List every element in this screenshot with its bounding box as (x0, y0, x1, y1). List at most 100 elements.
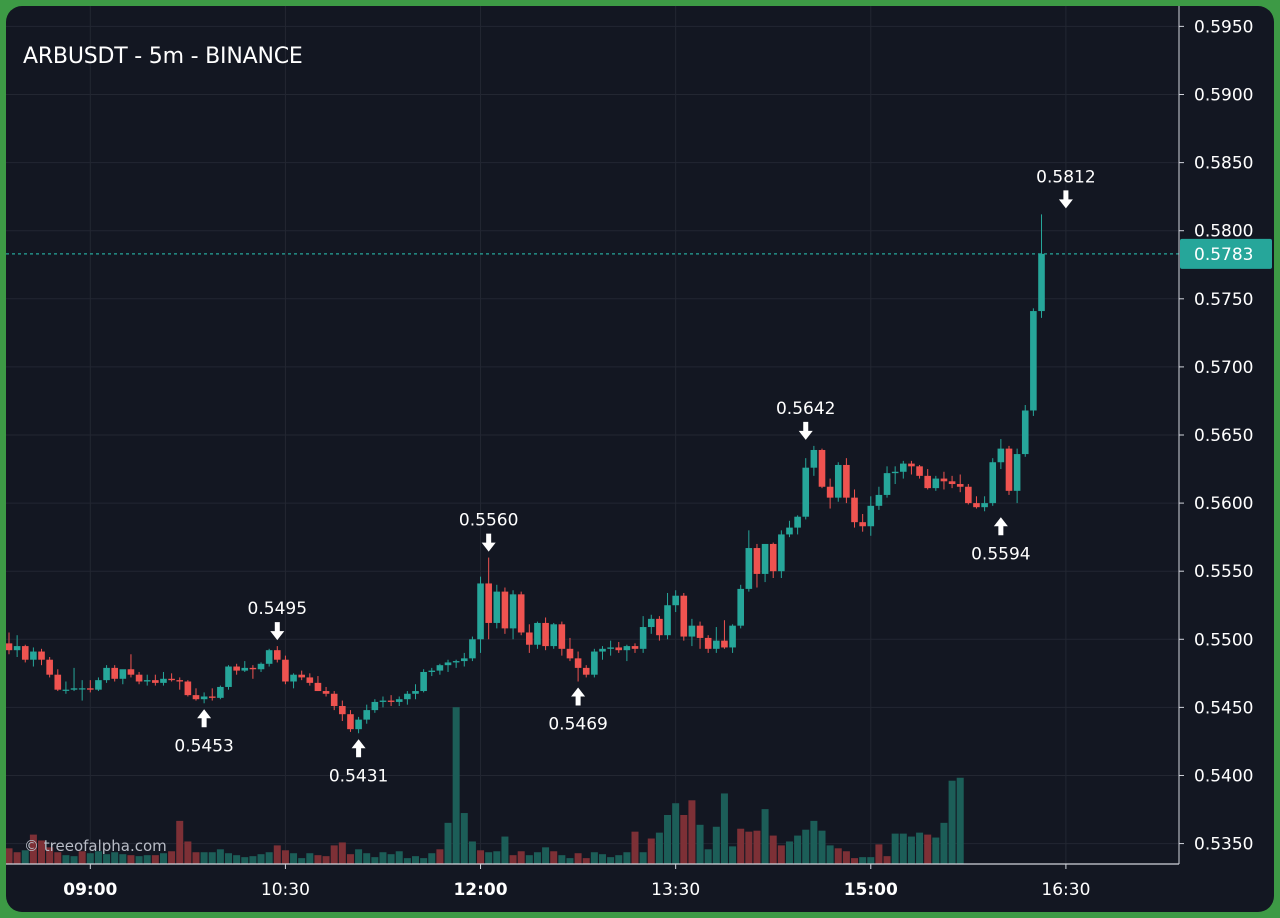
candle-body (810, 449, 818, 468)
candle-body (566, 648, 574, 659)
volume-bar (38, 840, 46, 864)
candle-body (965, 486, 972, 504)
candle-body (208, 696, 216, 698)
candle-body (436, 665, 444, 671)
low-price-label: 0.5469 (548, 715, 607, 735)
volume-bar (13, 852, 21, 864)
volume-bar (412, 856, 419, 864)
volume-bar (62, 855, 70, 864)
candle-body (152, 680, 159, 683)
volume-bar (916, 832, 924, 864)
candle-body (509, 594, 517, 629)
volume-bar (216, 849, 224, 864)
volume-bar (460, 813, 468, 864)
candle-body (21, 646, 29, 660)
candle-body (908, 463, 915, 467)
volume-bar (607, 857, 615, 864)
volume-bar (468, 841, 476, 864)
volume-bar (485, 852, 493, 864)
candle-body (891, 471, 899, 474)
candle-body (339, 706, 346, 715)
candle-body (54, 674, 62, 690)
candle-body (680, 595, 688, 637)
candle-body (737, 588, 744, 626)
candle-body (493, 591, 501, 623)
volume-bar (168, 851, 176, 864)
candle-body (558, 624, 566, 649)
candle-body (314, 682, 322, 692)
y-tick-label: 0.5450 (1194, 698, 1253, 718)
volume-bar (517, 851, 525, 864)
volume-bar (664, 815, 672, 864)
arrow-down-icon (798, 421, 813, 440)
candle-body (721, 640, 728, 648)
candle-body (818, 449, 826, 487)
candle-body (786, 527, 793, 535)
candle-body (615, 647, 623, 651)
volume-bar (615, 855, 623, 864)
candle-body (412, 691, 419, 694)
candle-body (119, 669, 127, 679)
candle-body (1021, 410, 1029, 455)
candle-body (745, 548, 753, 589)
candle-body (900, 463, 907, 472)
candle-body (688, 625, 696, 637)
arrow-up-icon (197, 709, 212, 728)
volume-bar (509, 855, 517, 864)
volume-bar (720, 793, 728, 864)
y-tick-label: 0.5850 (1194, 154, 1253, 174)
candle-body (70, 688, 78, 690)
candle-body (38, 651, 45, 660)
candle-body (404, 693, 411, 700)
candle-body (778, 534, 785, 572)
volume-bar (761, 809, 769, 864)
candle-body (460, 658, 468, 662)
volume-bar (395, 851, 403, 864)
candle-body (273, 650, 281, 660)
candle-body (13, 646, 21, 651)
low-price-label: 0.5431 (329, 766, 388, 786)
watermark: © treeofalpha.com (24, 837, 167, 855)
volume-bar (867, 857, 875, 864)
candle-body (1005, 448, 1013, 491)
candle-body (78, 688, 86, 690)
candle-body (761, 543, 769, 574)
candle-body (452, 661, 460, 663)
candle-body (420, 671, 427, 692)
arrow-up-icon (571, 687, 586, 706)
volume-bar (737, 828, 745, 864)
y-tick-label: 0.5600 (1194, 494, 1253, 514)
candle-body (631, 646, 639, 649)
candle-body (574, 658, 582, 668)
candle-body (672, 595, 679, 606)
candle-body (875, 494, 883, 506)
candle-body (843, 464, 850, 498)
volume-bar (582, 858, 590, 864)
chart-title: ARBUSDT - 5m - BINANCE (23, 44, 303, 69)
candle-body (924, 475, 931, 489)
candle-body (859, 522, 866, 527)
volume-bar (355, 849, 363, 864)
candle-body (550, 624, 558, 647)
candle-body (387, 700, 395, 702)
volume-bar (290, 853, 298, 864)
volume-bar (387, 854, 395, 864)
volume-bar (729, 846, 737, 864)
current-price-badge (1180, 238, 1272, 269)
volume-bar (859, 857, 867, 864)
volume-bar (127, 855, 135, 864)
candle-body (851, 497, 858, 523)
volume-bar (655, 832, 663, 864)
candle-body (664, 605, 671, 636)
candle-body (363, 710, 371, 720)
candle-body (713, 640, 720, 649)
volume-bar (208, 852, 216, 864)
candle-body (160, 678, 167, 683)
volume-bar (103, 854, 111, 864)
candlestick-chart[interactable]: 0.5950 0.5900 0.5850 0.5800 0.5750 0.5700 0.56… (6, 6, 1274, 912)
candle-body (940, 478, 948, 482)
volume-bar (46, 847, 54, 864)
volume-bar (680, 815, 688, 864)
volume-bar (842, 851, 850, 864)
volume-bar (379, 852, 387, 864)
